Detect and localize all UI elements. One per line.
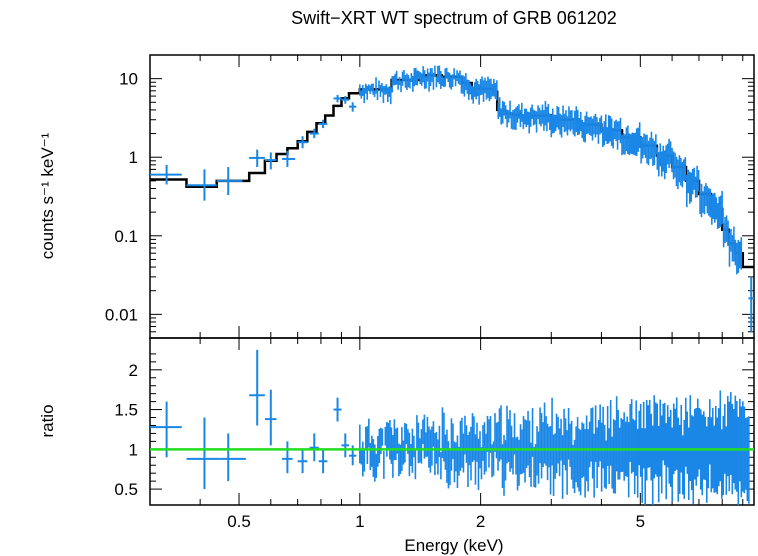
- spectrum-panel: 0.01 0.1 1 10: [105, 54, 755, 339]
- data-point: [282, 150, 296, 168]
- data-point: [333, 397, 342, 422]
- x-axis-label: Energy (keV): [404, 536, 503, 555]
- x-tick-label: 1: [355, 512, 364, 531]
- data-point: [341, 433, 350, 458]
- data-point: [186, 417, 221, 490]
- data-point: [309, 433, 319, 462]
- data-point: [186, 169, 217, 201]
- chart-title: Swift−XRT WT spectrum of GRB 061202: [291, 8, 617, 28]
- y-tick-label: 1: [129, 148, 138, 167]
- top-panel-frame: [149, 54, 755, 339]
- data-point: [249, 149, 265, 168]
- data-point: [341, 96, 350, 104]
- data-point: [318, 119, 328, 129]
- x-tick-label: 5: [636, 512, 645, 531]
- y-tick-label: 1.5: [114, 401, 138, 420]
- data-point: [150, 401, 182, 458]
- x-tick-label: 0.5: [227, 512, 251, 531]
- dense-data-points: [359, 65, 743, 275]
- data-point: [264, 389, 277, 446]
- x-tick-label: 2: [476, 512, 485, 531]
- data-point: [297, 449, 308, 474]
- data-point: [220, 433, 246, 482]
- bottom-panel-frame: [149, 337, 755, 506]
- bottom-panel-y-axis-label: ratio: [38, 404, 57, 437]
- y-tick-label: 0.1: [114, 227, 138, 246]
- data-point: [318, 449, 328, 474]
- data-point: [349, 102, 357, 112]
- data-point: [282, 441, 293, 474]
- top-panel-y-axis-label: counts s⁻¹ keV⁻¹: [38, 132, 57, 259]
- y-tick-label: 1: [129, 440, 138, 459]
- y-tick-label: 0.01: [105, 305, 138, 324]
- y-tick-label: 2: [129, 361, 138, 380]
- data-point: [216, 167, 243, 196]
- data-point: [249, 349, 265, 426]
- data-point: [333, 94, 342, 103]
- data-point: [264, 152, 277, 170]
- ratio-panel: 0.5 1 1.5 2 0.5 1 2 5: [114, 337, 755, 531]
- y-tick-label: 10: [119, 70, 138, 89]
- data-point: [150, 164, 182, 185]
- data-point: [748, 276, 754, 332]
- dense-data-points: [359, 390, 750, 505]
- data-point: [297, 136, 308, 149]
- y-tick-label: 0.5: [114, 480, 138, 499]
- data-point: [309, 128, 319, 139]
